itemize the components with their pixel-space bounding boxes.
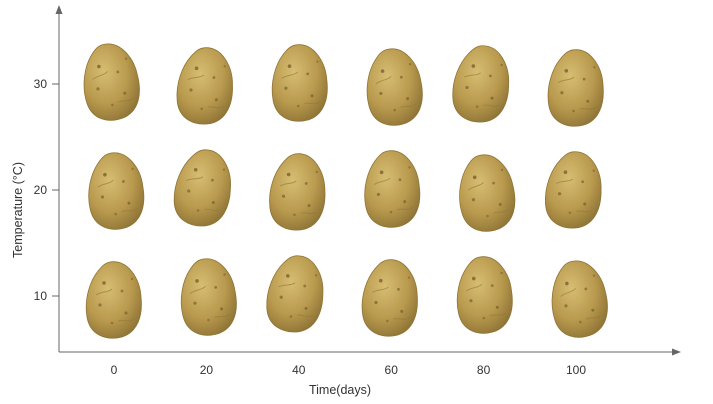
y-tick-label: 10 <box>34 289 48 303</box>
x-tick-label: 80 <box>477 363 491 377</box>
potato-icon <box>449 42 514 126</box>
x-tick-label: 100 <box>566 363 586 377</box>
x-tick-label: 20 <box>200 363 214 377</box>
potato-icon <box>174 45 236 127</box>
potato-icon <box>453 151 520 235</box>
potato-icon <box>362 45 427 129</box>
x-axis-arrow <box>672 348 681 356</box>
potato-icon <box>270 43 329 123</box>
y-tick-label: 20 <box>34 183 48 197</box>
potato-icon <box>547 48 605 128</box>
y-tick-label: 30 <box>34 77 48 91</box>
potato-icon <box>85 150 147 232</box>
potato-icon <box>77 39 145 125</box>
potato-icon <box>542 148 606 231</box>
potato-icon <box>262 252 329 336</box>
potato-icon <box>176 255 240 338</box>
y-axis-title: Temperature (°C) <box>11 162 25 258</box>
x-tick-label: 0 <box>111 363 118 377</box>
potato-icon <box>545 256 613 342</box>
y-axis-arrow <box>55 5 63 14</box>
potato-icon <box>454 254 515 336</box>
potato-icon <box>360 258 420 338</box>
potato-icon <box>267 151 328 233</box>
x-tick-label: 40 <box>292 363 306 377</box>
potato-icon <box>362 149 422 229</box>
x-tick-label: 60 <box>385 363 399 377</box>
potato-icon <box>169 145 237 231</box>
x-axis-title: Time(days) <box>309 383 371 397</box>
potato-icon <box>85 261 142 339</box>
